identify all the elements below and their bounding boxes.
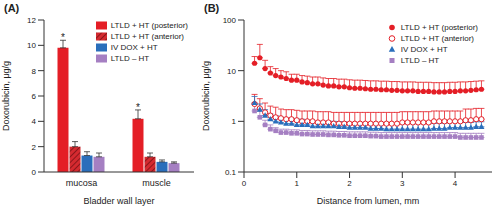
html-text:LTLD + HT (posterior): LTLD + HT (posterior) <box>400 23 478 32</box>
html-text:(A): (A) <box>4 2 20 14</box>
html-text:(B): (B) <box>204 2 220 14</box>
svg-text:Doxorubicin, μg/g: Doxorubicin, μg/g <box>8 61 11 131</box>
svg-text:*: * <box>136 102 140 113</box>
svg-text:mucosa: mucosa <box>66 178 98 188</box>
svg-text:0: 0 <box>32 168 37 177</box>
svg-text:Doxorubicin, μg/g: Doxorubicin, μg/g <box>201 61 211 131</box>
svg-text:*: * <box>61 32 65 43</box>
html-text:LTLD – HT: LTLD – HT <box>400 56 440 65</box>
svg-text:10: 10 <box>227 67 236 76</box>
html-text:LTLD – HT: LTLD – HT <box>110 54 150 63</box>
svg-text:10: 10 <box>27 41 36 50</box>
svg-text:0: 0 <box>242 179 247 188</box>
svg-text:8: 8 <box>32 67 37 76</box>
svg-text:3: 3 <box>400 179 405 188</box>
svg-text:1: 1 <box>232 117 237 126</box>
svg-text:muscle: muscle <box>142 178 171 188</box>
html-text:IV DOX + HT: IV DOX + HT <box>110 43 158 52</box>
svg-text:4: 4 <box>32 117 37 126</box>
svg-text:6: 6 <box>32 92 37 101</box>
svg-text:2: 2 <box>347 179 352 188</box>
svg-text:100: 100 <box>223 16 237 25</box>
html-text:IV DOX + HT: IV DOX + HT <box>400 45 448 54</box>
svg-text:Bladder wall layer: Bladder wall layer <box>83 196 154 206</box>
html-text:LTLD + HT (posterior): LTLD + HT (posterior) <box>110 21 188 30</box>
svg-text:4: 4 <box>453 179 458 188</box>
html-text:LTLD + HT (anterior): LTLD + HT (anterior) <box>400 34 474 43</box>
svg-text:0.1: 0.1 <box>225 168 237 177</box>
svg-text:2: 2 <box>32 143 37 152</box>
svg-text:12: 12 <box>27 16 36 25</box>
html-text:LTLD + HT (anterior): LTLD + HT (anterior) <box>110 32 184 41</box>
svg-text:Distance from lumen, mm: Distance from lumen, mm <box>317 196 420 206</box>
svg-text:1: 1 <box>295 179 300 188</box>
